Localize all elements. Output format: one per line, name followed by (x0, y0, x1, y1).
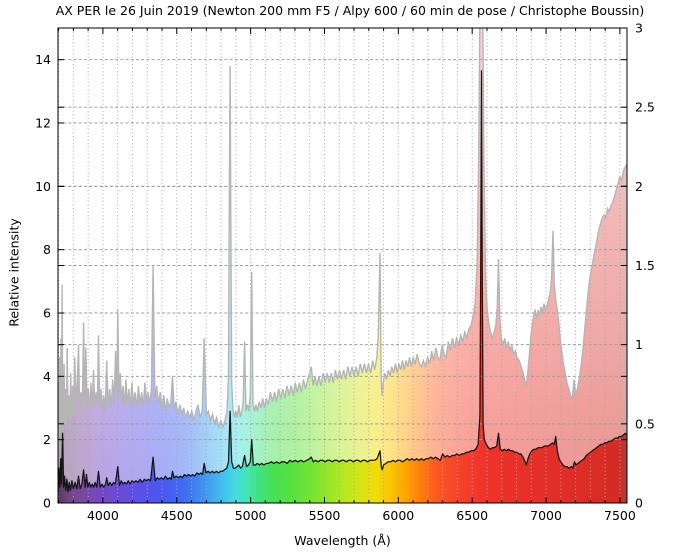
y-left-tick-label: 2 (43, 432, 51, 447)
y-left-tick-label: 14 (35, 52, 51, 67)
plot-layers (58, 28, 627, 503)
y-axis-label: Relative intensity (6, 218, 22, 327)
y-right-tick-label: 2.5 (635, 100, 655, 115)
y-left-tick-label: 6 (43, 306, 51, 321)
x-tick-label: 5500 (309, 508, 341, 523)
x-tick-label: 5000 (235, 508, 267, 523)
y-left-tick-label: 10 (35, 179, 51, 194)
y-right-tick-label: 1.5 (635, 258, 655, 273)
y-left-tick-label: 12 (35, 116, 51, 131)
x-tick-label: 4000 (87, 508, 119, 523)
x-tick-label: 4500 (161, 508, 193, 523)
grid (58, 28, 627, 503)
axis-frame (57, 27, 628, 504)
y-right-tick-label: 3 (635, 21, 643, 36)
x-tick-label: 7000 (530, 508, 562, 523)
whiten-overlay (58, 28, 627, 503)
y-right-tick-label: 0 (635, 496, 643, 511)
black-intensity-curve (58, 70, 627, 494)
chart-title: AX PER le 26 Juin 2019 (Newton 200 mm F5… (55, 3, 645, 18)
x-axis-label: Wavelength (Å) (294, 533, 391, 548)
y-right-tick-label: 1 (635, 337, 643, 352)
y-left-tick-label: 4 (43, 369, 51, 384)
y-left-tick-label: 0 (43, 496, 51, 511)
y-right-tick-label: 2 (635, 179, 643, 194)
gray-intensity-curve (58, 28, 627, 466)
tick-labels: 4000 4500 5000 5500 6000 6500 7000 750002468101… (35, 21, 655, 524)
y-right-tick-label: 0.5 (635, 416, 655, 431)
x-tick-label: 6000 (382, 508, 414, 523)
y-left-tick-label: 8 (43, 242, 51, 257)
x-tick-label: 7500 (604, 508, 636, 523)
x-tick-label: 6500 (456, 508, 488, 523)
